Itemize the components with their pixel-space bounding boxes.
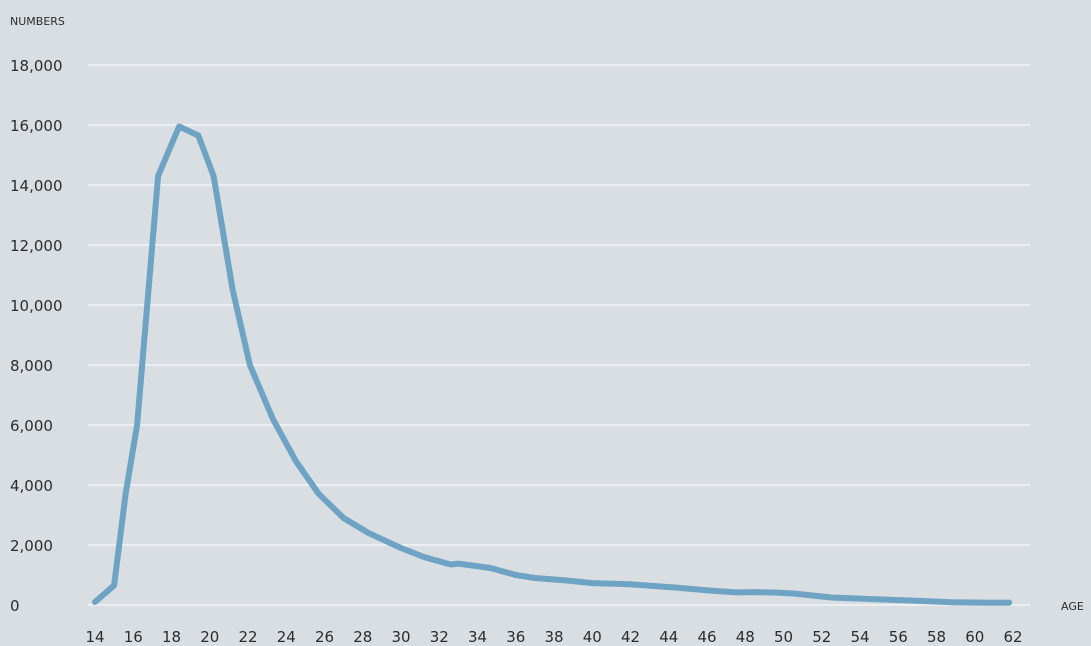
x-tick-label: 18 <box>162 628 181 646</box>
x-tick-label: 40 <box>583 628 602 646</box>
y-tick-label: 12,000 <box>10 237 63 255</box>
x-tick-label: 48 <box>736 628 755 646</box>
x-tick-label: 14 <box>85 628 104 646</box>
y-axis-ticks: 0 2,000 4,000 6,000 8,000 10,000 12,000 14,000 1… <box>10 57 63 615</box>
x-tick-label: 44 <box>659 628 678 646</box>
x-tick-label: 34 <box>468 628 487 646</box>
x-tick-label: 26 <box>315 628 334 646</box>
series-lines <box>92 123 1013 606</box>
x-tick-label: 50 <box>774 628 793 646</box>
x-tick-label: 28 <box>353 628 372 646</box>
x-tick-label: 32 <box>430 628 449 646</box>
x-tick-label: 20 <box>200 628 219 646</box>
gridlines <box>88 64 1030 606</box>
x-tick-label: 54 <box>850 628 869 646</box>
x-tick-label: 52 <box>812 628 831 646</box>
x-tick-label: 22 <box>238 628 257 646</box>
y-axis-label: NUMBERS <box>10 15 65 28</box>
y-tick-label: 14,000 <box>10 177 63 195</box>
x-tick-label: 36 <box>506 628 525 646</box>
y-tick-label: 4,000 <box>10 477 53 495</box>
x-tick-label: 46 <box>697 628 716 646</box>
y-tick-label: 6,000 <box>10 417 53 435</box>
x-tick-label: 62 <box>1003 628 1022 646</box>
y-tick-label: 0 <box>10 597 20 615</box>
x-tick-label: 56 <box>889 628 908 646</box>
y-tick-label: 8,000 <box>10 357 53 375</box>
y-tick-label: 16,000 <box>10 117 63 135</box>
x-tick-label: 30 <box>391 628 410 646</box>
x-tick-label: 16 <box>124 628 143 646</box>
x-axis-label: AGE <box>1061 600 1084 613</box>
x-tick-label: 60 <box>965 628 984 646</box>
y-tick-label: 10,000 <box>10 297 63 315</box>
x-tick-label: 24 <box>277 628 296 646</box>
x-tick-label: 42 <box>621 628 640 646</box>
x-tick-label: 38 <box>544 628 563 646</box>
x-tick-label: 58 <box>927 628 946 646</box>
y-tick-label: 2,000 <box>10 537 53 555</box>
x-axis-ticks: 14 16 18 20 22 24 26 28 30 32 34 36 38 40 42 44 46 48 50 52… <box>85 628 1022 646</box>
y-tick-label: 18,000 <box>10 57 63 75</box>
series-line <box>92 123 1013 606</box>
